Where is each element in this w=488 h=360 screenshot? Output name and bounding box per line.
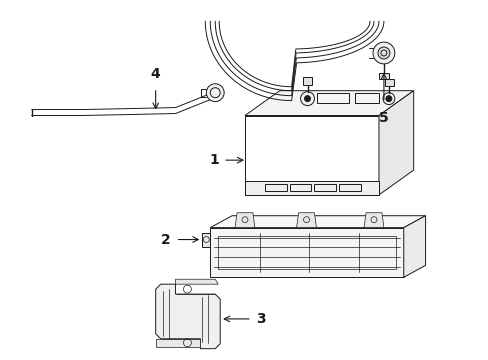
Circle shape	[206, 84, 224, 102]
Text: 4: 4	[150, 67, 160, 81]
Circle shape	[304, 96, 310, 102]
Text: 3: 3	[255, 312, 265, 326]
Polygon shape	[175, 279, 218, 284]
Bar	[317, 93, 348, 103]
Text: 2: 2	[161, 233, 170, 247]
Bar	[378, 73, 388, 79]
Circle shape	[372, 42, 394, 64]
Polygon shape	[210, 216, 425, 228]
Bar	[314, 184, 336, 191]
Polygon shape	[403, 216, 425, 277]
Text: 1: 1	[209, 153, 219, 167]
Polygon shape	[244, 91, 413, 116]
Text: 5: 5	[378, 111, 388, 125]
Polygon shape	[296, 213, 316, 228]
Bar	[354, 93, 378, 103]
Circle shape	[300, 92, 314, 105]
Polygon shape	[210, 228, 403, 277]
Bar	[244, 181, 378, 195]
Bar	[384, 79, 393, 86]
Bar	[302, 77, 312, 85]
Circle shape	[377, 47, 389, 59]
Circle shape	[385, 96, 391, 102]
Bar	[264, 184, 286, 191]
Bar	[339, 184, 360, 191]
Circle shape	[382, 93, 394, 105]
Polygon shape	[364, 213, 383, 228]
Polygon shape	[378, 91, 413, 195]
Polygon shape	[155, 284, 220, 349]
Bar	[218, 235, 395, 269]
Bar	[289, 184, 311, 191]
Polygon shape	[155, 339, 200, 347]
Bar	[244, 116, 378, 195]
Polygon shape	[202, 233, 210, 247]
Polygon shape	[235, 213, 254, 228]
